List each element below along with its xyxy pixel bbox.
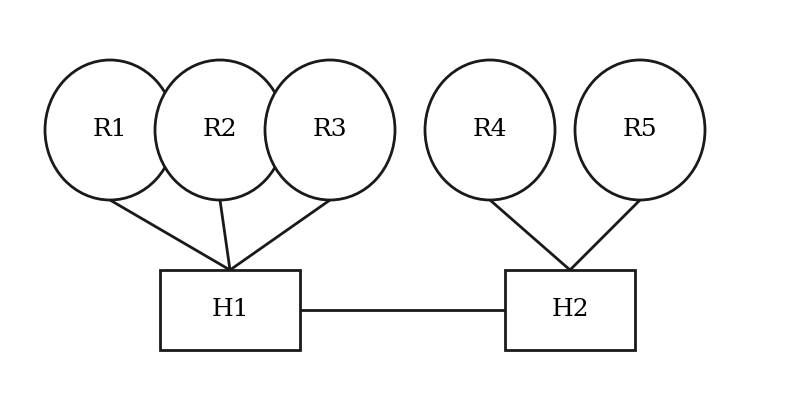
Text: R4: R4 — [473, 119, 507, 141]
Ellipse shape — [575, 60, 705, 200]
Bar — [505, 270, 635, 350]
Text: R5: R5 — [622, 119, 658, 141]
Ellipse shape — [155, 60, 285, 200]
Ellipse shape — [45, 60, 175, 200]
Text: H1: H1 — [211, 299, 249, 321]
Text: R3: R3 — [313, 119, 347, 141]
Text: R1: R1 — [93, 119, 127, 141]
Text: H2: H2 — [551, 299, 589, 321]
Ellipse shape — [265, 60, 395, 200]
Bar — [160, 270, 300, 350]
Text: R2: R2 — [202, 119, 238, 141]
Ellipse shape — [425, 60, 555, 200]
